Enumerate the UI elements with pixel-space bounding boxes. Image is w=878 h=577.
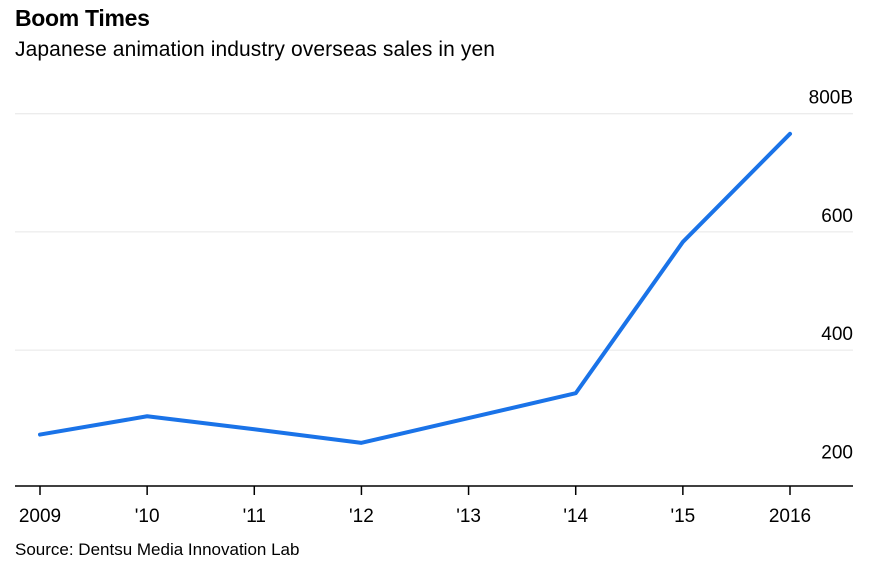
- y-tick-label: 800B: [809, 88, 853, 109]
- x-tick-label: '11: [243, 506, 266, 527]
- y-tick-label: 600: [821, 206, 853, 227]
- y-tick-labels: 200 400 600 800B: [809, 88, 853, 464]
- chart-title: Boom Times: [15, 5, 150, 31]
- x-tick-label: '14: [563, 506, 588, 527]
- x-tick-label: 2016: [769, 506, 811, 527]
- y-tick-label: 400: [821, 324, 853, 345]
- y-tick-label: 200: [821, 442, 853, 463]
- series-line: [38, 131, 792, 445]
- x-ticks: [39, 486, 791, 495]
- x-tick-label: '13: [456, 506, 481, 527]
- x-tick-label: '10: [135, 506, 160, 527]
- x-tick-label: '12: [349, 506, 374, 527]
- source-note: Source: Dentsu Media Innovation Lab: [15, 540, 300, 559]
- x-tick-label: 2009: [19, 506, 61, 527]
- x-tick-label: '15: [670, 506, 695, 527]
- grid-lines: [15, 113, 853, 351]
- x-tick-labels: 2009 '10 '11 '12 '13 '14 '15 2016: [19, 506, 811, 527]
- series: [38, 131, 792, 445]
- chart-subtitle: Japanese animation industry overseas sal…: [15, 38, 496, 61]
